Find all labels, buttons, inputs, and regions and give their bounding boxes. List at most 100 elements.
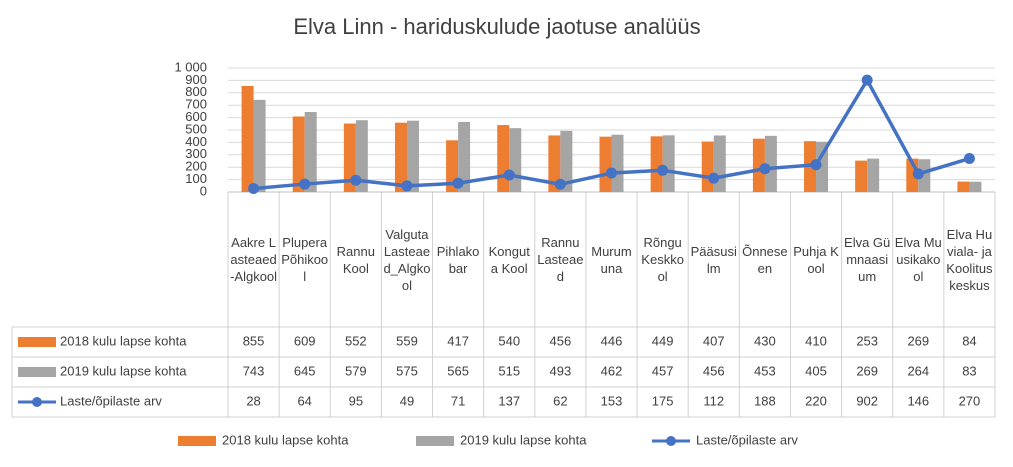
legend-key [666, 436, 676, 446]
bar [650, 136, 663, 192]
table-value: 565 [447, 363, 469, 378]
y-tick-label: 200 [185, 159, 207, 174]
table-value: 417 [447, 333, 469, 348]
x-tick-label: Murumuna [591, 243, 632, 276]
x-tick-label: Rõngu Keskkool [641, 235, 684, 284]
category-cell: Elva Huviala- ja Koolituskeskus [946, 227, 992, 293]
table-value: 540 [498, 333, 520, 348]
bar [764, 135, 777, 192]
table-value: 62 [553, 393, 567, 408]
bar [253, 99, 266, 192]
table-value: 552 [345, 333, 367, 348]
y-tick-label: 400 [185, 134, 207, 149]
marker [401, 180, 413, 192]
marker [350, 174, 362, 186]
table-value: 270 [959, 393, 981, 408]
table-value: 269 [856, 363, 878, 378]
table-value: 28 [246, 393, 260, 408]
category-cell: Rannu Lasteaed [537, 235, 583, 284]
bar [355, 120, 368, 192]
category-cell: Puhja Kool [793, 243, 839, 276]
bar [957, 181, 970, 192]
legend-label: 2018 kulu lapse kohta [60, 333, 187, 348]
bar [458, 121, 471, 192]
x-tick-label: Pääsusilm [690, 243, 737, 276]
x-tick-label: Konguta Kool [488, 243, 530, 276]
bar [867, 158, 880, 192]
bar [969, 181, 982, 192]
table-value: 146 [907, 393, 929, 408]
x-tick-label: Elva Gümnaasium [844, 235, 891, 284]
legend-label: 2018 kulu lapse kohta [222, 432, 349, 447]
y-tick-label: 900 [185, 72, 207, 87]
marker [503, 169, 515, 181]
table-value: 410 [805, 333, 827, 348]
x-tick-label: Puhja Kool [793, 243, 839, 276]
category-cell: Pihlakobar [436, 243, 480, 276]
legend-label: Laste/õpilaste arv [60, 393, 162, 408]
category-cell: Elva Gümnaasium [844, 235, 891, 284]
table-value: 175 [652, 393, 674, 408]
x-tick-label: Pihlakobar [436, 243, 480, 276]
marker [248, 183, 260, 195]
table-value: 112 [703, 393, 724, 408]
legend-key [416, 436, 454, 446]
x-tick-label: Õnneseen [742, 243, 788, 276]
bar [855, 160, 868, 192]
legend-key [18, 337, 56, 347]
table-value: 743 [243, 363, 265, 378]
marker [759, 163, 771, 175]
category-cell: Õnneseen [742, 243, 788, 276]
marker [606, 167, 617, 179]
y-tick-label: 800 [185, 84, 207, 99]
table-value: 456 [703, 363, 725, 378]
legend-key [18, 367, 56, 377]
legend-key [32, 397, 42, 407]
bar [713, 135, 726, 192]
marker [912, 168, 924, 180]
bar [611, 134, 624, 192]
table-value: 462 [601, 363, 623, 378]
table-value: 264 [907, 363, 929, 378]
table-value: 405 [805, 363, 827, 378]
category-cell: Murumuna [591, 243, 632, 276]
table-value: 902 [856, 393, 878, 408]
marker [554, 178, 566, 190]
bar [599, 136, 612, 192]
marker [963, 153, 975, 165]
x-tick-label: Valguta Lasteaed_Algkool [383, 226, 431, 293]
x-tick-label: Plupera Põhikool [281, 235, 329, 284]
table-value: 855 [243, 333, 265, 348]
table-value: 609 [294, 333, 316, 348]
bar [292, 116, 305, 192]
bar [816, 141, 829, 192]
bar [497, 125, 510, 192]
x-tick-label: Elva Muusikakool [894, 235, 942, 284]
table-value: 456 [550, 333, 572, 348]
table-value: 49 [400, 393, 414, 408]
category-cell: Elva Muusikakool [894, 235, 942, 284]
category-cell: Rõngu Keskkool [641, 235, 684, 284]
bar [304, 112, 317, 192]
table-value: 253 [856, 333, 878, 348]
table-value: 449 [652, 333, 674, 348]
table-value: 137 [498, 393, 520, 408]
table-value: 269 [907, 333, 929, 348]
legend-key [178, 436, 216, 446]
table-value: 153 [601, 393, 623, 408]
y-tick-label: 1 000 [174, 59, 207, 74]
table-value: 559 [396, 333, 418, 348]
category-cell: Valguta Lasteaed_Algkool [383, 226, 431, 293]
table-value: 95 [349, 393, 363, 408]
y-tick-label: 0 [200, 183, 207, 198]
table-value: 83 [962, 363, 976, 378]
table-value: 579 [345, 363, 367, 378]
table-value: 645 [294, 363, 316, 378]
bar [918, 159, 931, 192]
marker [657, 164, 669, 176]
bar [701, 141, 714, 192]
bar [662, 135, 675, 192]
category-cell: Aakre Lasteaed-Algkool [230, 235, 277, 284]
table-value: 515 [498, 363, 520, 378]
